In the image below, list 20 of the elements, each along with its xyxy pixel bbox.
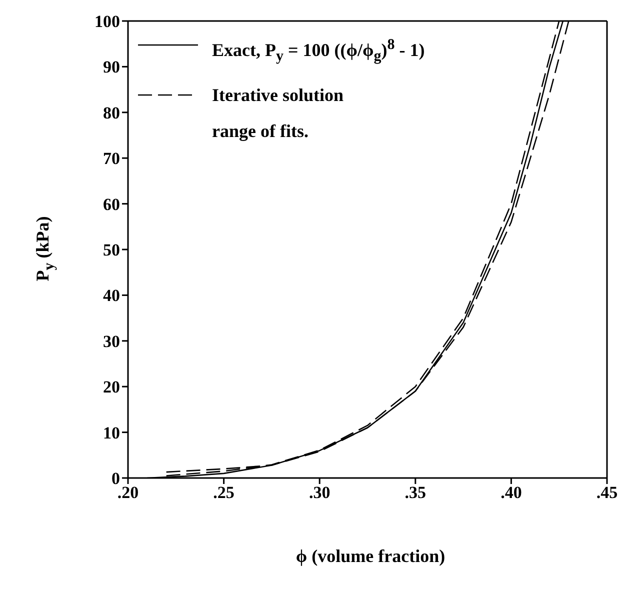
legend-label: Iterative solution range of fits. — [212, 84, 344, 143]
y-tick-label: 70 — [103, 149, 120, 168]
x-tick-label: .20 — [117, 483, 139, 502]
x-tick-label: .30 — [308, 483, 330, 502]
x-tick-label: .45 — [596, 483, 618, 502]
x-axis-title: ϕ (volume fraction) — [294, 546, 446, 567]
x-tick-label: .40 — [500, 483, 522, 502]
y-tick-label: 30 — [103, 332, 120, 351]
x-tick-label: .35 — [404, 483, 426, 502]
legend-label: Exact, P$_{y}$ = 100 ((ϕ/ϕ$_{g}$)$^{8}$ - 1) — [212, 36, 425, 67]
y-tick-label: 80 — [103, 103, 120, 122]
y-tick-label: 10 — [103, 423, 120, 442]
y-tick-label: 100 — [94, 12, 120, 32]
y-tick-label: 90 — [103, 58, 120, 77]
y-tick-label: 60 — [103, 194, 120, 214]
y-tick-label: 20 — [103, 378, 120, 397]
x-tick-label: .25 — [213, 483, 234, 502]
y-tick-label: 40 — [103, 286, 120, 306]
y-tick-label: 50 — [103, 240, 120, 260]
y-tick-label: 0 — [112, 469, 120, 488]
